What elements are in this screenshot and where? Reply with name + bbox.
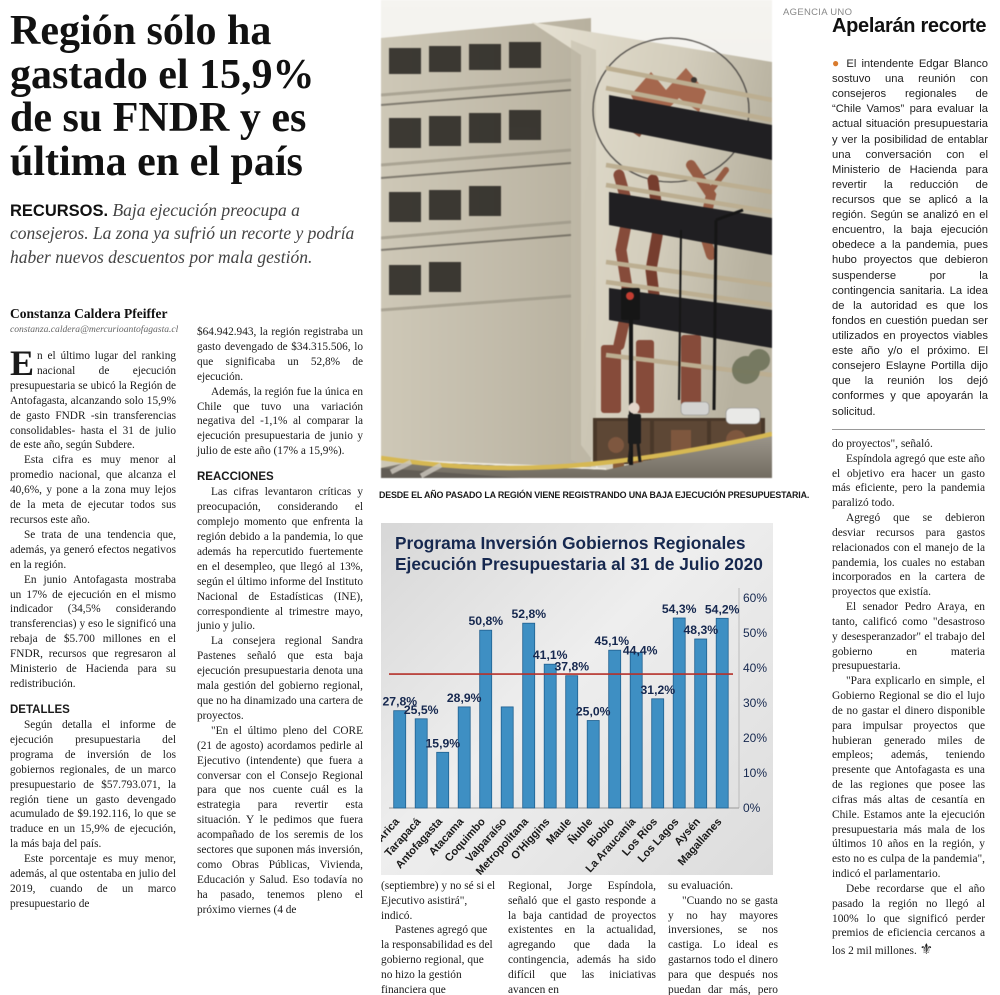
svg-text:60%: 60% xyxy=(743,591,767,605)
svg-text:10%: 10% xyxy=(743,766,767,780)
svg-text:54,3%: 54,3% xyxy=(662,602,697,616)
svg-text:37,8%: 37,8% xyxy=(555,660,590,674)
svg-text:0%: 0% xyxy=(743,801,761,815)
svg-text:31,2%: 31,2% xyxy=(641,683,676,697)
svg-text:25,5%: 25,5% xyxy=(404,703,439,717)
svg-text:52,8%: 52,8% xyxy=(512,607,547,621)
svg-text:20%: 20% xyxy=(743,731,767,745)
svg-text:40%: 40% xyxy=(743,661,767,675)
svg-text:54,2%: 54,2% xyxy=(705,602,740,616)
svg-text:50,8%: 50,8% xyxy=(469,614,504,628)
svg-text:44,4%: 44,4% xyxy=(623,644,658,658)
svg-text:48,3%: 48,3% xyxy=(684,623,719,637)
svg-text:28,9%: 28,9% xyxy=(447,691,482,705)
svg-text:15,9%: 15,9% xyxy=(426,736,461,750)
svg-text:50%: 50% xyxy=(743,626,767,640)
svg-text:30%: 30% xyxy=(743,696,767,710)
svg-text:25,0%: 25,0% xyxy=(576,705,611,719)
